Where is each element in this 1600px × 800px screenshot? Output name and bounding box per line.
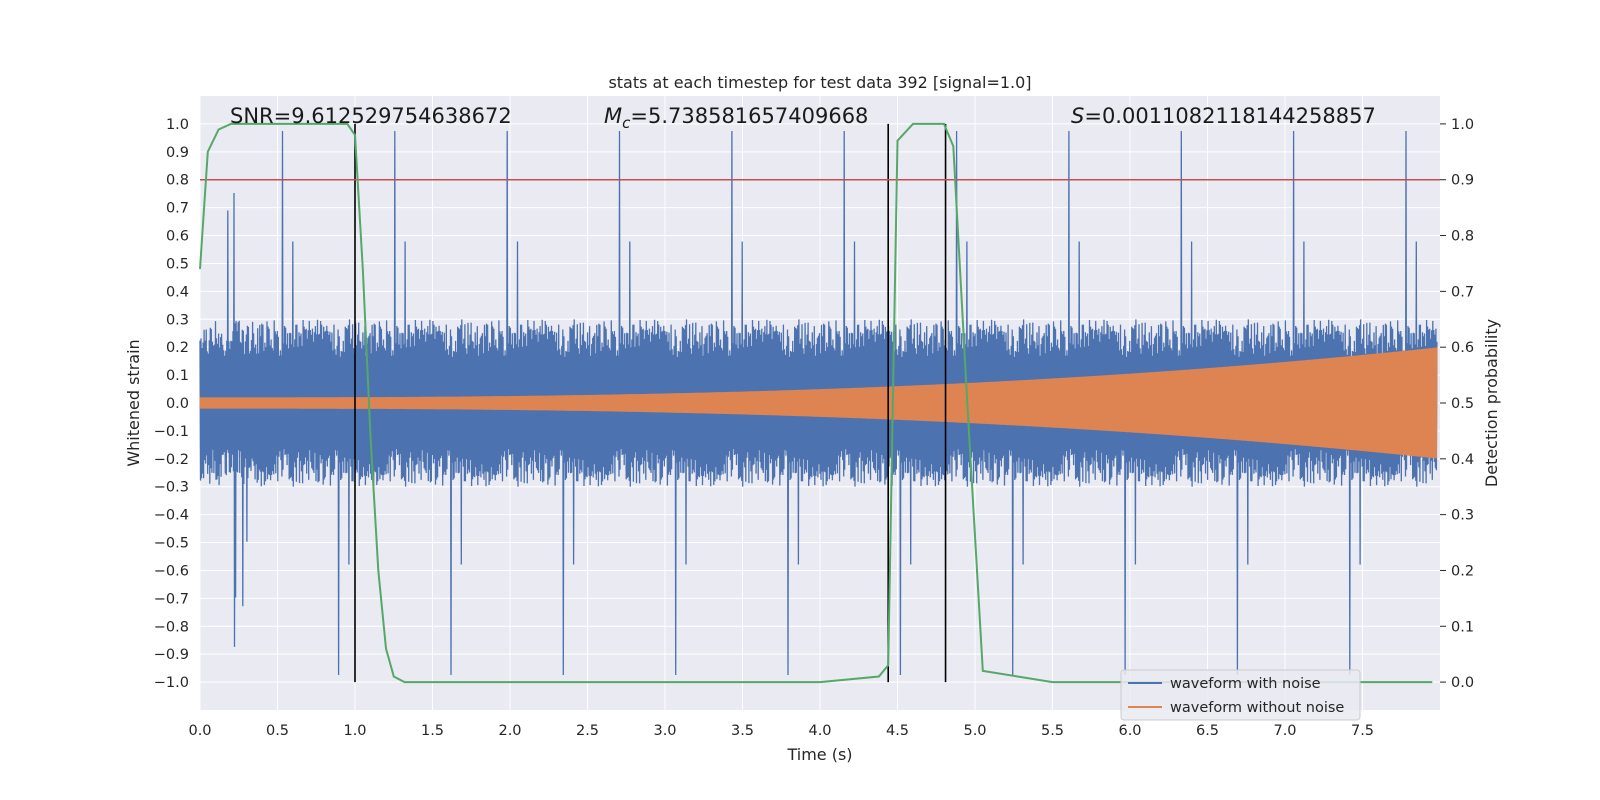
x-axis-label: Time (s) bbox=[786, 745, 852, 764]
y-left-tick-label: 0.4 bbox=[166, 284, 189, 300]
x-tick-label: 5.0 bbox=[963, 723, 986, 739]
series-waveform-without-noise bbox=[199, 347, 1438, 459]
y-right-tick-label: 0.8 bbox=[1451, 229, 1474, 245]
y-left-tick-label: −0.5 bbox=[154, 536, 189, 552]
legend-box bbox=[1120, 669, 1361, 721]
x-tick-label: 0.0 bbox=[188, 723, 211, 739]
y-left-tick-label: 0.2 bbox=[166, 340, 189, 356]
x-tick-label: 3.0 bbox=[653, 723, 676, 739]
y-left-tick-label: −0.1 bbox=[154, 424, 189, 440]
chirp-mass-symbol: M bbox=[604, 104, 622, 128]
y-left-axis-label: Whitened strain bbox=[124, 339, 143, 466]
x-axis-ticks: 0.0 0.5 1.0 1.5 2.0 2.5 3.0 3.5 4.0 4.5 5.0 5.5 6.0 6… bbox=[188, 723, 1374, 739]
y-right-axis-label: Detection probability bbox=[1482, 319, 1501, 487]
y-left-tick-label: −0.9 bbox=[154, 647, 189, 663]
x-tick-label: 3.5 bbox=[731, 723, 754, 739]
y-left-tick-label: 0.9 bbox=[166, 145, 189, 161]
x-tick-label: 4.5 bbox=[886, 723, 909, 739]
legend-label-with-noise: waveform with noise bbox=[1170, 676, 1321, 692]
y-left-tick-label: 0.3 bbox=[166, 312, 189, 328]
s-annotation: S=0.0011082118144258857 bbox=[1071, 104, 1376, 128]
y-left-tick-label: −0.2 bbox=[154, 452, 189, 468]
s-symbol: S bbox=[1071, 104, 1084, 128]
y-left-tick-label: 0.6 bbox=[166, 229, 189, 245]
legend: waveform with noise waveform without noi… bbox=[1120, 669, 1361, 721]
x-tick-label: 7.5 bbox=[1351, 723, 1374, 739]
series-waveform-with-noise bbox=[199, 130, 1438, 676]
x-tick-label: 4.0 bbox=[808, 723, 831, 739]
y-right-axis-ticks: 1.0 0.9 0.8 0.7 0.6 0.5 0.4 0.3 0.2 0.1 0.0 bbox=[1440, 117, 1474, 691]
y-left-tick-label: −0.6 bbox=[154, 563, 189, 579]
series-detection-probability bbox=[199, 122, 1433, 684]
waveform-without-noise-line bbox=[199, 347, 1438, 459]
y-right-tick-label: 0.2 bbox=[1451, 563, 1474, 579]
chirp-mass-value: =5.738581657409668 bbox=[630, 104, 868, 128]
snr-annotation: SNR=9.612529754638672 bbox=[230, 104, 512, 128]
s-value: =0.0011082118144258857 bbox=[1084, 104, 1376, 128]
y-left-tick-label: −1.0 bbox=[154, 675, 189, 691]
y-left-tick-label: −0.3 bbox=[154, 480, 189, 496]
y-left-tick-label: 1.0 bbox=[166, 117, 189, 133]
y-right-tick-label: 0.0 bbox=[1451, 675, 1474, 691]
y-left-tick-label: 0.0 bbox=[166, 396, 189, 412]
y-left-tick-label: 0.5 bbox=[166, 256, 189, 272]
y-right-tick-label: 0.1 bbox=[1451, 619, 1474, 635]
y-left-tick-label: −0.4 bbox=[154, 508, 189, 524]
y-right-tick-label: 0.4 bbox=[1451, 452, 1474, 468]
x-tick-label: 2.5 bbox=[576, 723, 599, 739]
chart-title: stats at each timestep for test data 392… bbox=[608, 73, 1031, 92]
y-left-tick-label: 0.1 bbox=[166, 368, 189, 384]
y-left-tick-label: 0.7 bbox=[166, 201, 189, 217]
y-right-tick-label: 0.3 bbox=[1451, 508, 1474, 524]
detection-markers bbox=[354, 123, 947, 683]
y-right-tick-label: 0.5 bbox=[1451, 396, 1474, 412]
x-tick-label: 6.5 bbox=[1196, 723, 1219, 739]
x-tick-label: 1.0 bbox=[343, 723, 366, 739]
y-left-tick-label: −0.7 bbox=[154, 591, 189, 607]
x-tick-label: 1.5 bbox=[421, 723, 444, 739]
y-left-axis-ticks: 1.0 0.9 0.8 0.7 0.6 0.5 0.4 0.3 0.2 0.1 0.0 −0.1 −0.… bbox=[154, 117, 189, 691]
detection-probability-line bbox=[199, 122, 1433, 684]
legend-label-without-noise: waveform without noise bbox=[1170, 700, 1344, 716]
y-left-tick-label: 0.8 bbox=[166, 173, 189, 189]
y-right-tick-label: 0.9 bbox=[1451, 173, 1474, 189]
chirp-mass-annotation: Mc=5.738581657409668 bbox=[604, 104, 868, 132]
y-right-tick-label: 0.6 bbox=[1451, 340, 1474, 356]
x-tick-label: 2.0 bbox=[498, 723, 521, 739]
x-tick-label: 0.5 bbox=[266, 723, 289, 739]
x-tick-label: 6.0 bbox=[1118, 723, 1141, 739]
y-right-tick-label: 1.0 bbox=[1451, 117, 1474, 133]
chirp-mass-subscript: c bbox=[622, 114, 631, 132]
x-tick-label: 7.0 bbox=[1273, 723, 1296, 739]
y-right-tick-label: 0.7 bbox=[1451, 284, 1474, 300]
waveform-with-noise-line bbox=[199, 130, 1438, 676]
y-left-tick-label: −0.8 bbox=[154, 619, 189, 635]
x-tick-label: 5.5 bbox=[1041, 723, 1064, 739]
